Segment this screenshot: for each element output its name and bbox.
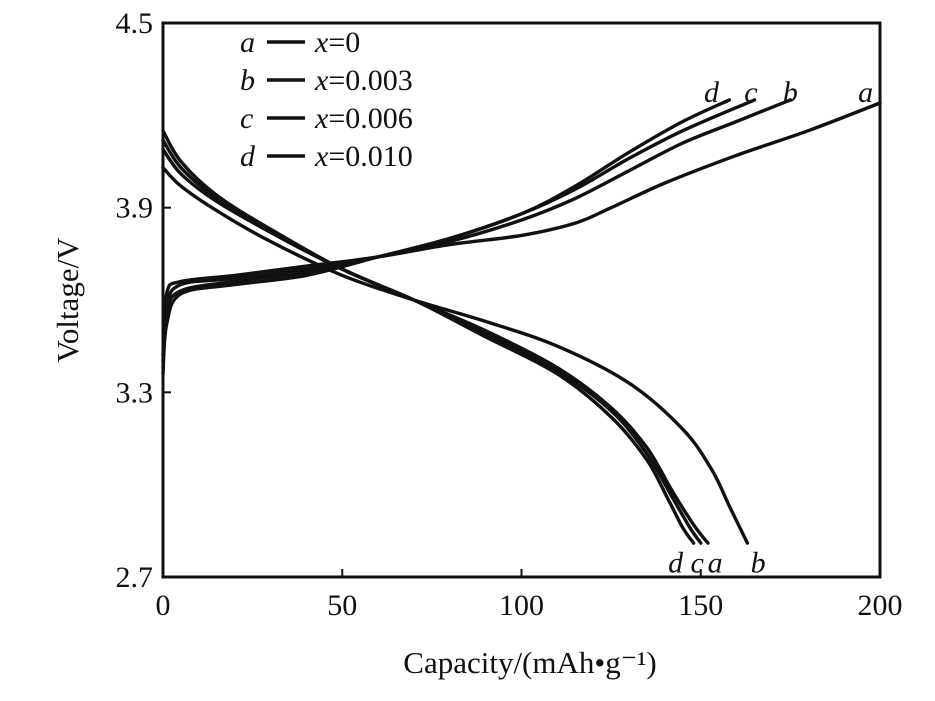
legend-key: c bbox=[240, 102, 253, 135]
curve-d-discharge bbox=[161, 129, 696, 545]
x-tick-label: 150 bbox=[678, 589, 723, 622]
legend-key: b bbox=[240, 64, 255, 97]
curve-label-a: a bbox=[858, 76, 873, 109]
legend-key: d bbox=[240, 140, 256, 173]
legend-label: x=0.010 bbox=[314, 140, 413, 173]
x-tick-label: 200 bbox=[858, 589, 903, 622]
curve-label-c: c bbox=[744, 76, 757, 109]
legend-key: a bbox=[240, 26, 255, 59]
x-tick-label: 0 bbox=[156, 589, 171, 622]
curve-labels: d c b ad c a b bbox=[668, 76, 873, 580]
curve-label-d: d bbox=[704, 76, 720, 109]
axis-tick-marks bbox=[162, 22, 881, 578]
y-tick-label: 4.5 bbox=[116, 7, 154, 40]
y-axis-title: Voltage/V bbox=[50, 237, 85, 363]
legend-label: x=0 bbox=[314, 26, 360, 59]
x-axis-title: Capacity/(mAh•g⁻¹) bbox=[403, 645, 656, 680]
curve-a-discharge bbox=[161, 147, 710, 545]
y-tick-label: 3.3 bbox=[116, 376, 154, 409]
curve-label-b: b bbox=[783, 76, 798, 109]
curve-label-b: b bbox=[751, 547, 766, 580]
curve-b-discharge bbox=[161, 166, 750, 545]
curve-b-charge bbox=[161, 98, 793, 364]
y-tick-label: 3.9 bbox=[116, 192, 154, 225]
curve-label-a: a bbox=[708, 547, 723, 580]
curve-label-d: d bbox=[668, 547, 684, 580]
legend: a x=0 b x=0.003 c x=0.006 d x=0.010 bbox=[240, 26, 413, 173]
curve-c-discharge bbox=[161, 138, 703, 545]
x-tick-label: 100 bbox=[499, 589, 544, 622]
legend-label: x=0.003 bbox=[314, 64, 413, 97]
y-tick-label: 2.7 bbox=[116, 561, 154, 594]
curve-label-c: c bbox=[691, 547, 704, 580]
curve-d-charge bbox=[161, 98, 732, 376]
legend-label: x=0.006 bbox=[314, 102, 413, 135]
series-curves bbox=[161, 98, 882, 545]
x-tick-label: 50 bbox=[327, 589, 357, 622]
curve-a-charge bbox=[161, 101, 882, 358]
x-tick-labels: 0 50 100 150 200 bbox=[156, 589, 903, 622]
y-tick-labels: 2.7 3.3 3.9 4.5 bbox=[116, 7, 154, 594]
